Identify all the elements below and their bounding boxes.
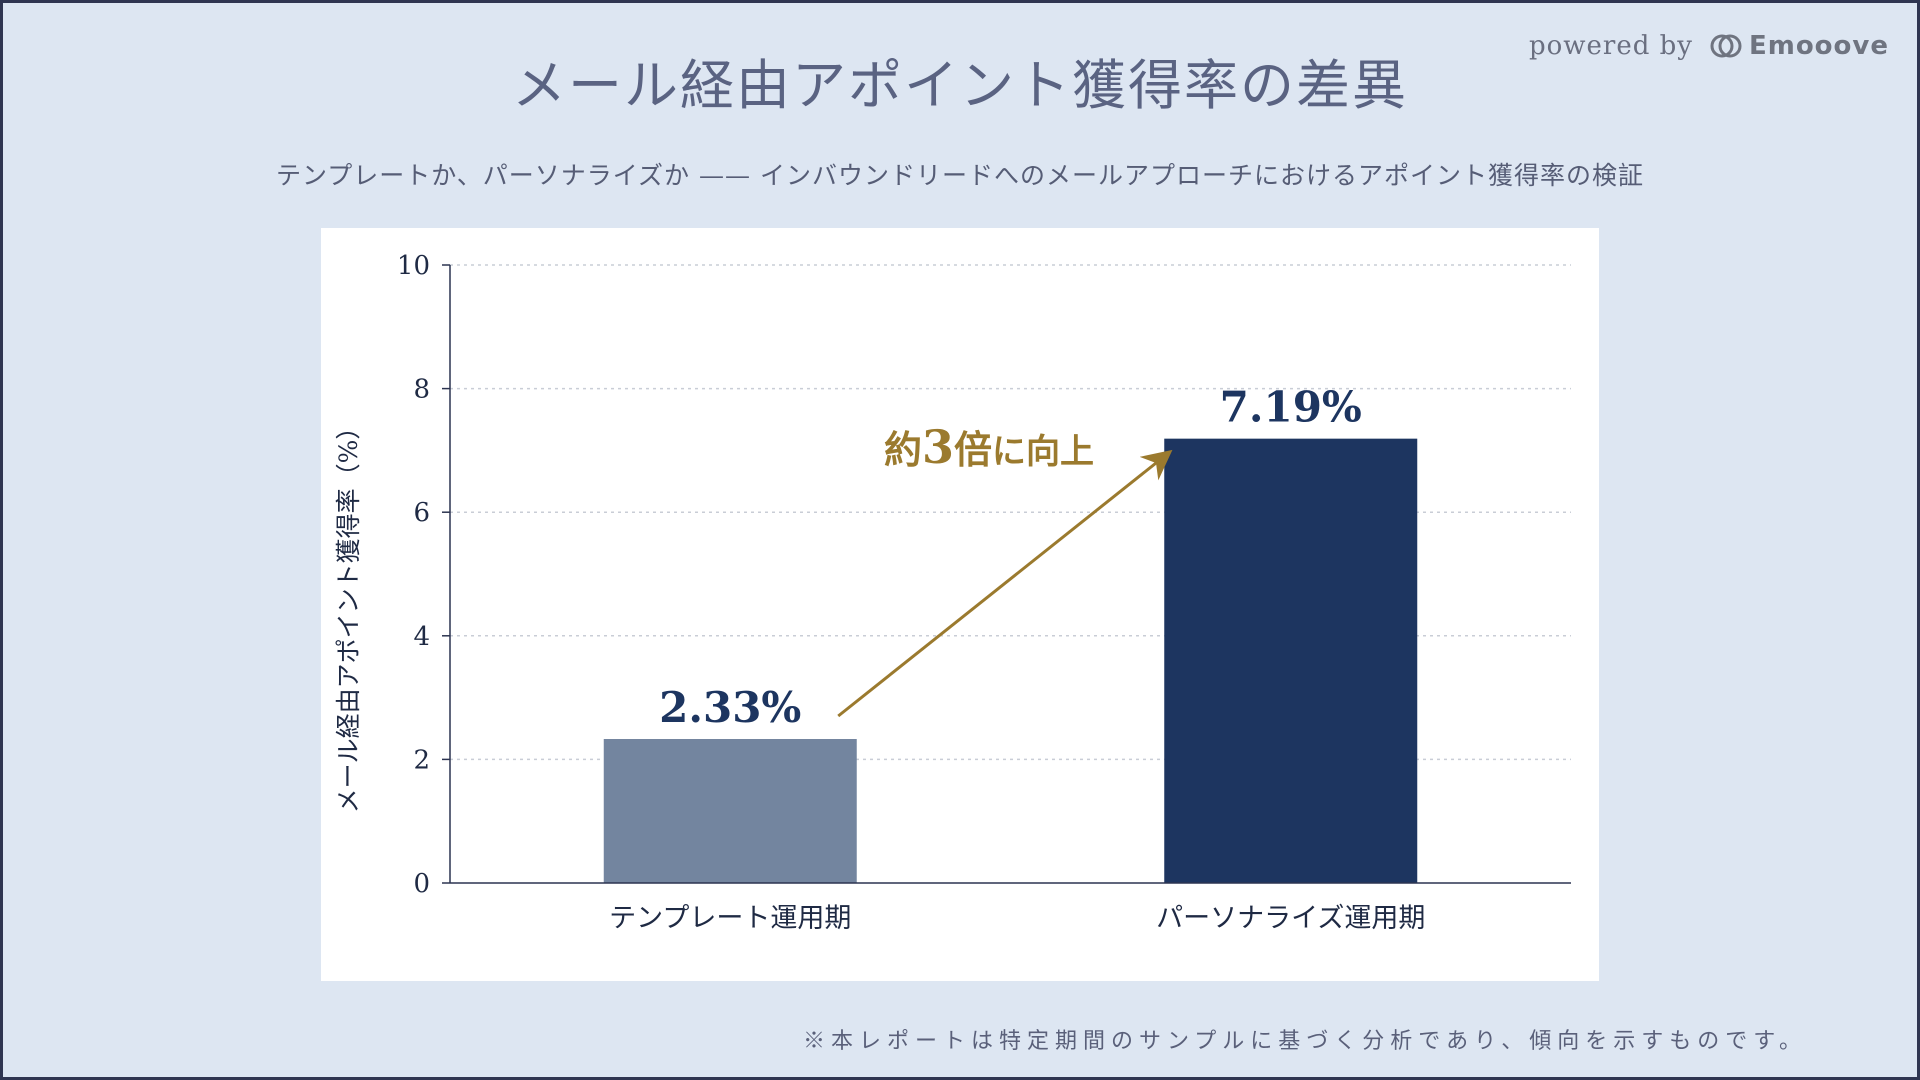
brand-name: Emooove	[1748, 31, 1889, 61]
footnote: ※本レポートは特定期間のサンプルに基づく分析であり、傾向を示すものです。	[802, 1029, 1807, 1054]
gridlines	[450, 264, 1571, 761]
x-tick-labels: テンプレート運用期 パーソナライズ運用期	[609, 903, 1425, 934]
x-tick-label: パーソナライズ運用期	[1156, 903, 1425, 934]
growth-annotation: 約3倍に向上	[884, 420, 1094, 474]
y-tick-label: 2	[413, 745, 430, 775]
annotation-part: 約	[884, 427, 922, 472]
growth-arrow	[837, 449, 1173, 718]
emooove-logo-icon	[1710, 34, 1742, 58]
y-tick-label: 6	[413, 498, 430, 528]
bar-value-label: 7.19%	[1220, 383, 1362, 432]
data-labels: 2.33% 7.19%	[659, 383, 1362, 732]
brand-logo: Emooove	[1709, 29, 1889, 63]
y-tick-label: 10	[397, 251, 430, 281]
bar	[1164, 438, 1418, 883]
x-tick-label: テンプレート運用期	[609, 903, 851, 934]
annotation-part: に向上	[992, 432, 1094, 472]
bar-chart: 0 2 4 6 8 10 テンプレート運用期 パーソナライズ運用期 2.33% 7.19% メ…	[334, 251, 1571, 934]
powered-by-label: powered by	[1528, 31, 1693, 61]
powered-by: powered by Emooove	[1529, 29, 1889, 63]
y-tick-label: 0	[413, 869, 430, 899]
y-tick-label: 8	[413, 375, 430, 405]
bar	[603, 739, 857, 883]
annotation-part: 3	[922, 420, 954, 474]
page-subtitle: テンプレートか、パーソナライズか —— インバウンドリードへのメールアプローチに…	[276, 161, 1644, 190]
y-tick-label: 4	[413, 622, 430, 652]
chart-panel: 0 2 4 6 8 10 テンプレート運用期 パーソナライズ運用期 2.33% 7.19% メ…	[321, 228, 1599, 981]
y-ticks: 0 2 4 6 8 10	[397, 251, 450, 899]
annotation-part: 倍	[954, 427, 992, 472]
page-title: メール経由アポイント獲得率の差異	[512, 54, 1408, 117]
y-axis-label: メール経由アポイント獲得率（%）	[334, 415, 363, 814]
slide: メール経由アポイント獲得率の差異 powered by Emooove テンプレ…	[3, 3, 1917, 1077]
bars	[603, 438, 1418, 883]
bar-value-label: 2.33%	[659, 683, 801, 732]
